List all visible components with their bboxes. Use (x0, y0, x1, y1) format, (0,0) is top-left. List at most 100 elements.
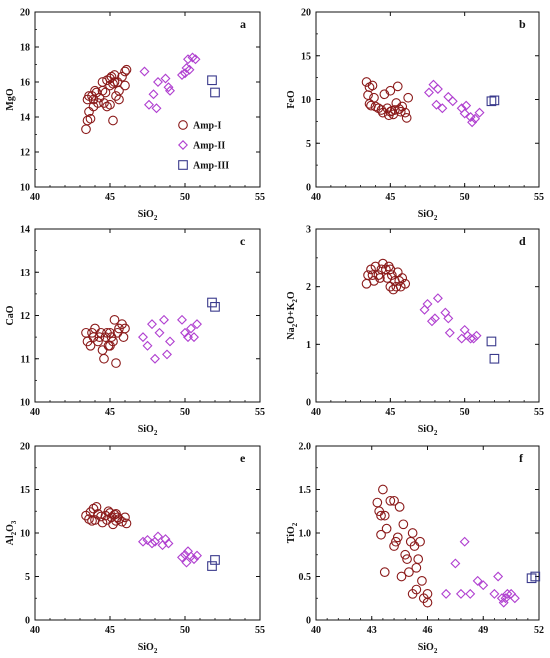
x-tick-label: 46 (423, 625, 433, 636)
data-point (120, 512, 130, 523)
data-point (151, 103, 162, 114)
x-tick-label: 52 (534, 625, 544, 636)
data-point (163, 82, 174, 93)
series-amp-ii (139, 52, 201, 114)
data-point (180, 549, 190, 560)
y-tick-label: 2.0 (299, 442, 312, 453)
series-amp-iii (526, 571, 541, 584)
legend-marker (178, 120, 188, 130)
series-amp-iii (486, 336, 500, 364)
data-point (376, 510, 386, 521)
data-point (407, 528, 418, 538)
data-point (85, 113, 96, 124)
data-point (186, 323, 196, 334)
data-point (441, 588, 452, 599)
data-point (462, 330, 473, 341)
y-tick-label: 1.0 (299, 529, 312, 540)
data-point (379, 567, 390, 578)
data-point (437, 103, 448, 114)
data-point (118, 332, 129, 342)
data-point (398, 519, 409, 530)
data-point (450, 558, 461, 569)
data-point (364, 99, 375, 109)
x-tick-label: 49 (478, 625, 488, 636)
y-tick-label: 15 (301, 51, 311, 62)
data-point (120, 66, 130, 77)
data-point (401, 113, 412, 123)
y-tick-label: 11 (21, 354, 30, 365)
data-point (153, 531, 163, 542)
data-point (105, 99, 115, 110)
data-point (108, 115, 118, 126)
data-point (397, 101, 408, 112)
data-point (392, 81, 403, 92)
series-amp-iii (207, 297, 220, 312)
data-point (81, 124, 91, 135)
data-point (402, 554, 412, 564)
data-point (148, 89, 159, 100)
data-point (455, 588, 466, 599)
data-point (109, 77, 120, 87)
series-amp-i (81, 314, 130, 368)
data-point (114, 85, 124, 96)
data-point (415, 536, 425, 547)
data-point (91, 502, 102, 512)
data-point (109, 314, 120, 325)
panel-letter: c (240, 234, 246, 248)
data-point (431, 99, 442, 110)
data-point (396, 571, 407, 582)
y-axis-label: TiO2 (286, 522, 299, 543)
data-point (189, 554, 199, 565)
x-tick-label: 45 (105, 625, 115, 636)
data-point (99, 353, 109, 364)
data-point (385, 106, 396, 117)
data-point (87, 515, 97, 526)
data-point (97, 85, 108, 96)
data-point (502, 588, 513, 599)
data-point (361, 77, 372, 87)
x-axis-label: SiO2 (138, 424, 158, 437)
x-tick-label: 45 (105, 407, 115, 418)
data-point (459, 536, 470, 547)
series-amp-iii (207, 555, 220, 571)
panel-c: 40 45 50 55 10 11 12 13 14 SiO2 CaO c (5, 225, 265, 438)
data-point (370, 101, 381, 112)
data-point (389, 495, 399, 506)
data-point (404, 567, 414, 578)
data-point (509, 593, 520, 604)
data-point (147, 538, 157, 549)
panel-f: 40 43 46 49 52 0 0.5 1.0 1.5 2.0 SiO2 TiO2 f (286, 442, 544, 656)
panel-letter: f (519, 451, 524, 465)
legend-marker (178, 160, 188, 170)
data-point (111, 358, 121, 368)
y-tick-label: 20 (301, 8, 311, 19)
data-point (154, 327, 165, 338)
y-tick-label: 0 (306, 398, 311, 409)
x-tick-label: 55 (255, 192, 265, 203)
series-amp-i (372, 484, 433, 608)
panel-letter: b (519, 17, 526, 31)
data-point (465, 333, 476, 344)
y-tick-label: 13 (20, 268, 30, 279)
y-tick-label: 0.5 (299, 572, 312, 583)
data-point (114, 514, 124, 524)
data-point (444, 327, 455, 338)
data-point (385, 495, 396, 506)
x-tick-label: 43 (367, 625, 377, 636)
panel-e: 40 45 50 55 0 5 10 15 20 SiO2 Al2O3 e (5, 442, 265, 656)
y-tick-label: 14 (20, 225, 30, 236)
series-amp-i (361, 77, 414, 123)
data-point (424, 87, 434, 98)
data-point (400, 549, 411, 560)
series-amp-ii (424, 79, 485, 128)
y-tick-label: 2 (306, 282, 311, 293)
data-point (105, 340, 115, 351)
data-point (142, 534, 153, 545)
x-tick-label: 50 (180, 407, 190, 418)
data-point (413, 554, 424, 564)
data-point (468, 333, 479, 344)
series-amp-ii (138, 314, 202, 364)
y-axis-label: CaO (5, 305, 16, 325)
data-point (472, 575, 483, 586)
series-amp-ii (419, 293, 482, 344)
